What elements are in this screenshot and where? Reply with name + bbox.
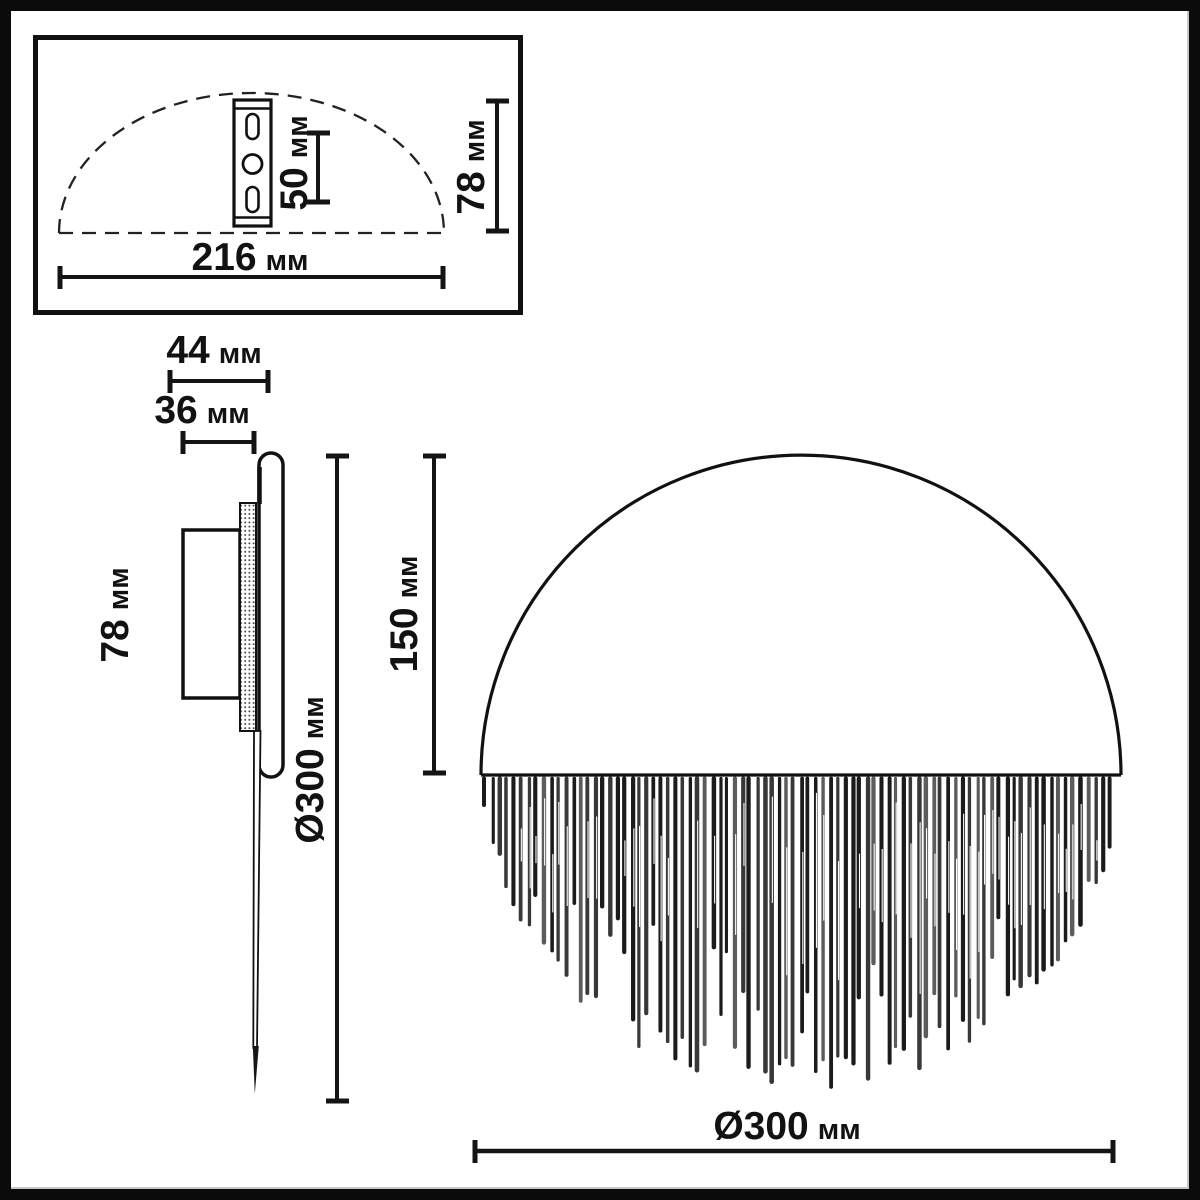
- mounting-bracket: [232, 98, 273, 228]
- disc-edge-profile: [257, 451, 285, 779]
- top-view-inset: [33, 35, 523, 315]
- dim-label-body-depth: 36 мм: [154, 389, 250, 432]
- bracket-slot-top: [245, 112, 260, 141]
- dimension-line-top-depth: [486, 98, 509, 234]
- fringe-edge-tip: [252, 1046, 259, 1094]
- dimension-line-slot-spacing: [307, 130, 330, 205]
- bracket-slot-bottom: [245, 185, 260, 214]
- dimension-line-top-to-middle: [423, 453, 446, 776]
- dim-label-driver-height: 78 мм: [94, 567, 137, 663]
- fringe-edge-profile: [252, 730, 262, 1049]
- dimension-line-width: [57, 266, 446, 289]
- lamp-dome: [479, 453, 1123, 776]
- dim-label-diameter-side: Ø300 мм: [289, 696, 332, 844]
- dim-label-total-depth: 44 мм: [166, 329, 262, 372]
- dim-label-width: 216 мм: [191, 236, 309, 279]
- dim-label-top-depth: 78 мм: [450, 119, 493, 215]
- knurled-strip: [239, 502, 257, 732]
- bracket-hole-center: [241, 153, 264, 175]
- dim-label-top-to-middle: 150 мм: [383, 555, 426, 673]
- dimension-line-diameter-front: [472, 1140, 1116, 1163]
- lamp-plan-dashed-arc: [57, 91, 446, 234]
- side-view: [167, 370, 446, 1104]
- fringe: [481, 776, 1112, 1089]
- dimension-line-body-depth: [180, 431, 257, 454]
- dim-label-diameter-front: Ø300 мм: [713, 1105, 861, 1148]
- dimension-line-total-depth: [167, 370, 271, 393]
- dimension-line-diameter-side: [326, 453, 349, 1104]
- dim-label-slot-spacing: 50 мм: [273, 115, 316, 211]
- driver-box: [181, 528, 242, 700]
- front-view: [472, 453, 1123, 1163]
